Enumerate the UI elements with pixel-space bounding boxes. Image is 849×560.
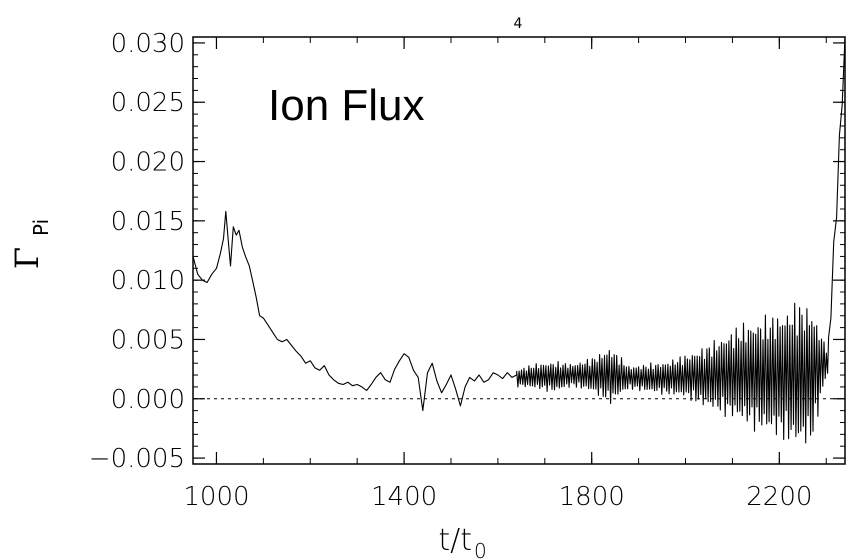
x-tick-label: 1000 <box>183 482 249 512</box>
tick-layer: −0.005 0.000 0.005 0.010 0.015 0.020 0.025 0.03… <box>89 29 845 512</box>
x-tick-label: 1800 <box>559 482 625 512</box>
x-axis-main: t/t <box>438 523 472 558</box>
y-tick-label: 0.010 <box>111 266 185 296</box>
panel-number: 4 <box>514 16 523 32</box>
x-axis-label: t/t 0 <box>438 523 486 560</box>
y-tick-label: 0.025 <box>111 88 185 118</box>
series-layer <box>192 36 846 444</box>
x-tick-label: 2200 <box>746 482 812 512</box>
y-tick-label: 0.015 <box>111 207 185 237</box>
y-tick-label: 0.000 <box>111 385 185 415</box>
y-tick-label: 0.020 <box>111 148 185 178</box>
y-tick-label: 0.005 <box>111 325 185 355</box>
ion-flux-series-line <box>192 36 846 444</box>
y-axis-subscript: Pi <box>29 219 53 236</box>
x-axis-subscript: 0 <box>474 539 487 560</box>
y-tick-label: −0.005 <box>89 444 185 474</box>
plot-frame <box>192 36 846 465</box>
annotation-ion-flux: Ion Flux <box>268 81 425 130</box>
y-tick-label: 0.030 <box>111 29 185 59</box>
y-axis-symbol: Γ <box>8 247 46 269</box>
x-tick-label: 1400 <box>371 482 437 512</box>
y-axis-label: Γ Pi <box>8 219 53 269</box>
